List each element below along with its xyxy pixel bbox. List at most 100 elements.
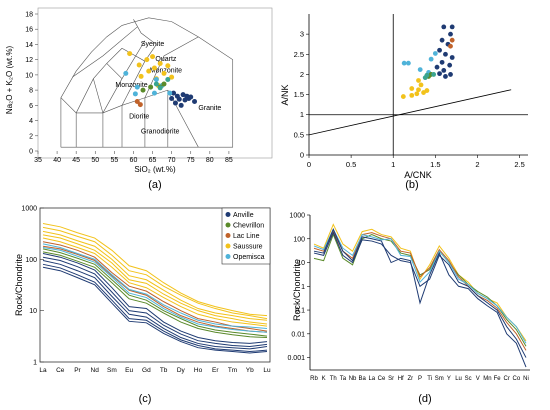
panel-b-point-anville xyxy=(434,64,440,70)
panel-a-field-label: Quartz xyxy=(155,56,177,63)
panel-c-ytick-label: 1000 xyxy=(21,206,37,213)
panel-b-point-saussure xyxy=(409,86,415,91)
panel-c-ytick-label: 1 xyxy=(33,360,37,367)
panel-a-point-anville xyxy=(176,96,182,102)
panel-a-ytick-label: 6 xyxy=(29,103,33,110)
panel-c-xtick-label: La xyxy=(39,367,47,374)
panel-c-legend-label: Anville xyxy=(233,212,254,219)
panel-a-field-line xyxy=(133,19,157,45)
panel-a-point-unlabeled xyxy=(157,85,163,91)
panel-a-ytick-label: 0 xyxy=(29,149,33,156)
panel-a-ytick-label: 10 xyxy=(25,72,33,79)
panel-a-field-line xyxy=(60,89,168,114)
panel-a-point-anville xyxy=(169,95,175,101)
panel-a: 35 40 45 50 55 60 65 70 75 80 85 0 2 4 6 8 10 12 14 16 18 Sy… xyxy=(5,7,273,191)
panel-d-xtick-label: Sr xyxy=(388,376,394,382)
panel-d-xtick-label: Ni xyxy=(523,376,529,382)
panel-a-point-saussure xyxy=(136,62,142,68)
panel-a-xtick-label: 55 xyxy=(110,157,118,164)
panel-c-xtick-label: Tm xyxy=(228,367,237,374)
panel-d-ytick-label: 1 xyxy=(301,284,305,291)
panel-a-field-label: Monzonite xyxy=(115,82,147,89)
panel-c-label: (c) xyxy=(139,393,152,405)
panel-d-ytick-label: 1000 xyxy=(289,213,305,220)
panel-b-point-unlabeled xyxy=(424,72,430,78)
panel-c-line-saussure xyxy=(42,222,268,317)
panel-a-point-saussure xyxy=(146,68,152,74)
panel-d-axes: 0.001 0.01 0.1 1 10 100 1000 Rb K Th Ta Nb Ba La Ce Sr H… xyxy=(287,213,530,382)
panel-b-xtick-label: 1.5 xyxy=(430,160,440,169)
panel-b-point-anville xyxy=(437,71,442,77)
panel-b-point-opemisca xyxy=(428,56,434,62)
panel-b-ytick-label: 2.5 xyxy=(294,50,304,59)
panel-d-ytick-label: 100 xyxy=(293,236,305,243)
panel-a-xtick-label: 35 xyxy=(34,157,42,164)
panel-b-point-anville xyxy=(439,59,445,65)
panel-c-legend-marker xyxy=(225,233,231,238)
panel-c-line-anville xyxy=(42,259,268,350)
panel-c-ytick-label: 10 xyxy=(29,308,37,315)
panel-c-ylabel: Rock/Chondrite xyxy=(14,254,24,316)
panel-c-line-anville xyxy=(42,256,268,348)
panel-a-field-label: Diorite xyxy=(129,113,149,120)
panel-a-xtick-label: 65 xyxy=(149,157,157,164)
panel-c-line-opemisca xyxy=(42,243,268,329)
panel-b-point-anville xyxy=(441,24,447,30)
panel-c-ytick-label: 100 xyxy=(25,257,37,264)
panel-c-xtick-label: Ho xyxy=(194,367,203,374)
panel-a-point-unlabeled xyxy=(153,81,159,87)
panel-a-point-opemisca xyxy=(167,90,173,96)
panel-a-ytick-label: 4 xyxy=(29,118,33,125)
panel-a-field-line xyxy=(60,17,234,148)
panel-a-point-anville xyxy=(182,97,188,103)
panel-b-point-anville xyxy=(437,47,442,53)
panel-d-ylabel: Rock/Chondrite xyxy=(292,259,302,321)
panel-c-line-saussure xyxy=(42,237,268,327)
panel-d-xtick-label: Lu xyxy=(455,376,462,382)
panel-a-ytick-label: 2 xyxy=(29,133,33,140)
panel-d-xtick-label: Ba xyxy=(359,376,367,382)
panel-b-point-unlabeled xyxy=(431,72,437,77)
panel-d-label: (d) xyxy=(418,393,431,405)
panel-a-point-anville xyxy=(172,100,178,106)
panel-a-points xyxy=(123,51,198,108)
panel-a-point-lac-line xyxy=(134,99,140,105)
panel-d-ytick-label: 10 xyxy=(297,260,305,267)
panel-a-field-line xyxy=(144,36,199,98)
panel-c-xtick-label: Er xyxy=(212,367,219,374)
panel-d-xtick-label: Mn xyxy=(483,376,491,382)
panel-a-point-saussure xyxy=(127,51,133,57)
panel-c-legend-label: Saussure xyxy=(233,244,263,251)
panel-d-line-lac-line xyxy=(313,230,527,351)
panel-b-xtick-label: 1 xyxy=(391,160,395,169)
panel-c-legend-label: Chevrillon xyxy=(233,223,264,230)
panel-d-xtick-label: Y xyxy=(447,376,451,382)
panel-c-line-anville xyxy=(42,263,268,353)
panel-c-legend: Anville Chevrillon Lac Line Saussure Opemisc… xyxy=(221,207,271,265)
panel-b-reference-lines xyxy=(308,14,528,155)
panel-d-xtick-label: Th xyxy=(330,376,337,382)
panel-a-point-chevrillon xyxy=(161,81,167,87)
panel-b-point-saussure xyxy=(409,92,415,98)
panel-a-point-anville xyxy=(192,99,198,105)
panel-a-xtick-label: 70 xyxy=(168,157,176,164)
panel-d-line-opemisca xyxy=(313,228,527,344)
panel-a-field-label: Syenite xyxy=(141,41,164,48)
panel-d-ytick-label: 0.001 xyxy=(287,355,305,362)
panel-c-legend-label: Opemisca xyxy=(233,254,265,261)
panel-d-xtick-label: Fe xyxy=(494,376,502,382)
panel-d: 0.001 0.01 0.1 1 10 100 1000 Rb K Th Ta Nb Ba La Ce Sr H… xyxy=(287,213,530,405)
panel-c-lines xyxy=(42,222,268,354)
panel-b: 0 0.5 1 1.5 2 2.5 0 0.5 1 1.5 2 2.5 3 (b) A/CNK A/NK xyxy=(280,14,528,191)
panel-b-point-saussure xyxy=(416,78,421,83)
panel-b-ytick-label: 3 xyxy=(300,30,304,39)
panel-a-xlabel: SiO₂ (wt.%) xyxy=(134,165,176,174)
panel-a-point-anville xyxy=(188,94,194,100)
panel-d-line-chevrillon xyxy=(313,233,527,347)
panel-d-xtick-label: K xyxy=(322,376,326,382)
panel-a-ytick-label: 14 xyxy=(25,42,33,49)
panel-a-xtick-label: 80 xyxy=(206,157,214,164)
panel-a-label: (a) xyxy=(148,179,161,191)
panel-c-xtick-label: Gd xyxy=(142,367,151,374)
